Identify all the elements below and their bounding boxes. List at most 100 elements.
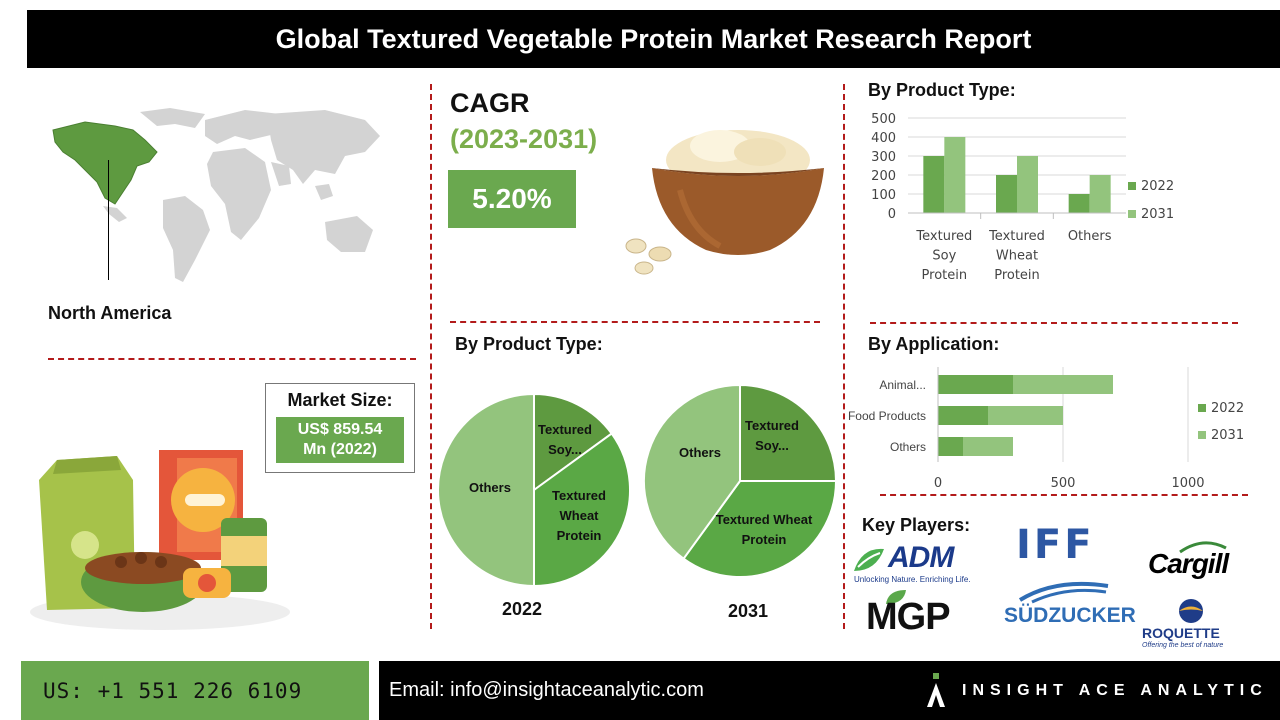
product-type-bar-heading: By Product Type: [868, 80, 1016, 100]
y-tick-label: Food Products [848, 409, 926, 423]
pie-label-0: Textured Soy... [745, 418, 799, 453]
pie-slice-1 [682, 480, 838, 578]
protein-bowl-illustration [625, 130, 824, 275]
x-tick-label: Textured [988, 229, 1045, 244]
adm-name: ADM [888, 541, 954, 574]
adm-leaf-icon [854, 548, 884, 571]
bar-2031-2 [1089, 175, 1111, 213]
pie-label-0: Textured Soy... [538, 422, 592, 457]
legend-label-2022: 2022 [1141, 179, 1174, 194]
y-tick-label: Animal... [879, 378, 926, 392]
legend-swatch-2022 [1128, 182, 1136, 190]
bar-2022-1 [996, 175, 1017, 213]
footer-bar: Email: info@insightaceanalytic.com INSIG… [379, 661, 1280, 720]
bar-2022-0 [923, 156, 945, 213]
x-tick-label: Protein [994, 268, 1040, 283]
y-tick-label: 500 [871, 112, 896, 127]
y-tick-label: 200 [871, 169, 896, 184]
legend-label-2022: 2022 [1211, 401, 1244, 416]
hbar-2031-2 [963, 437, 1013, 456]
market-size-box: Market Size: US$ 859.54 Mn (2022) [265, 383, 415, 473]
product-type-bar-chart: 0 100 200 300 400 500 Textured Soy Protein Textur… [871, 112, 1174, 283]
roquette-emblem-icon [1179, 599, 1203, 623]
x-tick-label: 0 [934, 476, 942, 491]
world-map-illustration [52, 108, 380, 282]
pie-label-1: Textured Wheat Protein [716, 512, 813, 547]
footer-email: Email: info@insightaceanalytic.com [389, 679, 704, 701]
hbar-2022-1 [938, 406, 988, 425]
x-tick-label: 1000 [1171, 476, 1204, 491]
hbar-2022-0 [938, 375, 1013, 394]
mgp-name: MGP [866, 596, 951, 638]
divider-vertical-left [430, 84, 432, 629]
y-tick-label: 400 [871, 131, 896, 146]
roquette-logo: ROQUETTE Offering the best of nature [1140, 598, 1244, 656]
adm-tagline: Unlocking Nature. Enriching Life. [854, 575, 971, 584]
footer-brand: INSIGHT ACE ANALYTIC [962, 682, 1268, 699]
bar-2022-2 [1068, 194, 1090, 213]
roquette-tagline: Offering the best of nature [1142, 642, 1224, 649]
region-label: North America [48, 303, 172, 323]
pie-year-2022: 2022 [502, 599, 543, 619]
cagr-range: (2023-2031) [450, 124, 598, 154]
roquette-name: ROQUETTE [1142, 625, 1220, 641]
bar-2031-0 [944, 137, 966, 213]
sudzucker-name: SÜDZUCKER [1004, 604, 1136, 627]
mgp-logo: MGP [866, 588, 976, 638]
pie-slice-2 [437, 392, 535, 588]
market-size-value-line1: US$ 859.54 [297, 421, 383, 438]
x-tick-label: Wheat [996, 249, 1038, 264]
cagr-title: CAGR [450, 88, 530, 118]
market-size-label: Market Size: [287, 390, 393, 410]
pie-chart-2022: Textured Soy... Textured Wheat Protein Others [437, 392, 631, 588]
legend-swatch-2031 [1198, 431, 1206, 439]
legend-swatch-2022 [1198, 404, 1206, 412]
region-pointer-line [108, 160, 109, 280]
legend-swatch-2031 [1128, 210, 1136, 218]
bar-2031-1 [1017, 156, 1038, 213]
insight-ace-logo-icon [927, 673, 945, 707]
pie-label-2: Others [679, 445, 721, 460]
pie-slice-0 [739, 383, 838, 482]
report-title: Global Textured Vegetable Protein Market… [27, 10, 1280, 68]
y-tick-label: 300 [871, 150, 896, 165]
pie-slice-1 [533, 432, 631, 588]
pie-label-1: Textured Wheat Protein [552, 488, 606, 543]
pie-chart-2031: Textured Soy... Textured Wheat Protein Other… [643, 383, 838, 578]
y-tick-label: Others [890, 440, 926, 454]
y-tick-label: 0 [888, 207, 896, 222]
cagr-value: 5.20% [448, 170, 576, 228]
iff-logo: IFF [1016, 522, 1095, 568]
cargill-swoosh-icon [1179, 541, 1227, 554]
hbar-2031-1 [988, 406, 1063, 425]
cargill-logo: Cargill [1148, 548, 1229, 579]
pie-label-2: Others [469, 480, 511, 495]
sudzucker-wave-icon [1018, 581, 1109, 604]
key-players-heading: Key Players: [862, 515, 971, 535]
x-tick-label: 500 [1051, 476, 1076, 491]
market-size-value: US$ 859.54 Mn (2022) [276, 417, 404, 463]
application-heading: By Application: [868, 334, 1000, 354]
market-size-value-line2: Mn (2022) [303, 441, 377, 458]
x-tick-label: Soy [932, 249, 956, 264]
divider-vertical-right [843, 84, 845, 629]
x-tick-label: Protein [922, 268, 968, 283]
pie-slice-0 [533, 392, 614, 492]
divider-middle [450, 321, 820, 323]
hbar-2031-0 [1013, 375, 1113, 394]
application-bar-chart: 0 500 1000 Animal... Food Products Others 2022… [848, 367, 1244, 491]
footer-phone: US: +1 551 226 6109 [21, 661, 369, 720]
adm-logo: ADM Unlocking Nature. Enriching Life. [852, 541, 984, 587]
north-america-highlight [52, 121, 158, 205]
hbar-2022-2 [938, 437, 963, 456]
legend-label-2031: 2031 [1141, 207, 1174, 222]
sudzucker-logo: SÜDZUCKER [1004, 580, 1136, 636]
x-tick-label: Textured [915, 229, 972, 244]
y-tick-label: 100 [871, 188, 896, 203]
product-type-pie-heading: By Product Type: [455, 334, 603, 354]
mgp-leaf-icon [886, 590, 906, 604]
divider-right-top [870, 322, 1238, 324]
divider-right-mid [880, 494, 1248, 496]
x-tick-label: Others [1068, 229, 1112, 244]
legend-label-2031: 2031 [1211, 428, 1244, 443]
